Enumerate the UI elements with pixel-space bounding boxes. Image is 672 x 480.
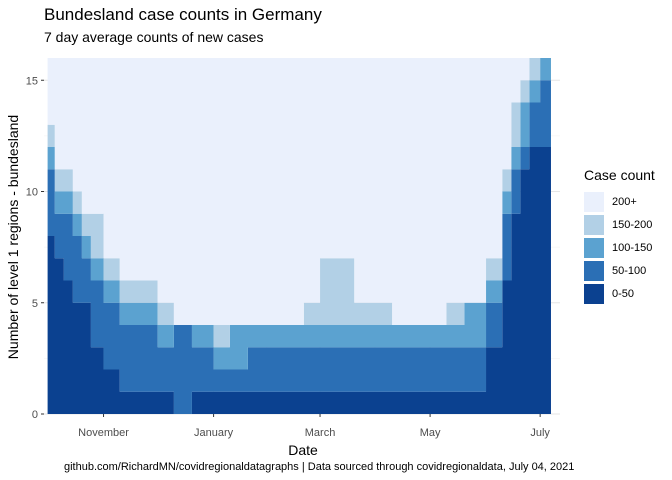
x-tick-label: July (530, 427, 550, 439)
chart-subtitle: 7 day average counts of new cases (44, 29, 264, 45)
y-tick-label: 5 (32, 298, 38, 310)
chart-title: Bundesland case counts in Germany (44, 5, 322, 24)
legend-label: 200+ (612, 195, 637, 208)
legend-swatch (584, 260, 604, 281)
legend-item: 100-150 (584, 236, 652, 259)
x-axis-label: Date (288, 442, 318, 458)
x-tick-label: November (78, 427, 129, 439)
legend-label: 50-100 (612, 264, 647, 277)
legend-label: 0-50 (612, 287, 635, 300)
legend-item: 0-50 (584, 282, 652, 305)
x-tick-label: March (305, 427, 336, 439)
legend-swatch (584, 283, 604, 304)
y-tick-label: 15 (26, 75, 38, 87)
x-tick-label: January (194, 427, 234, 439)
legend-label: 100-150 (612, 241, 653, 254)
area-series-0-50 (47, 147, 551, 414)
y-tick-label: 10 (26, 187, 38, 199)
legend-swatch (584, 237, 604, 258)
legend-item: 50-100 (584, 259, 652, 282)
axes: 0 5 10 15 November January March May July (26, 75, 551, 439)
legend-item: 150-200 (584, 213, 652, 236)
legend-swatch (584, 191, 604, 212)
legend-label: 150-200 (612, 218, 653, 231)
legend-item: 200+ (584, 190, 652, 213)
legend: 200+ 150-200 100-150 50-100 0-50 (584, 190, 652, 305)
y-axis-label: Number of level 1 regions - bundesland (5, 115, 21, 359)
y-tick-label: 0 (32, 409, 38, 421)
x-tick-label: May (420, 427, 441, 439)
chart-caption: github.com/RichardMN/covidregionaldatagr… (64, 461, 575, 473)
legend-title: Case count (584, 167, 655, 183)
legend-swatch (584, 214, 604, 235)
area-series-200- (47, 58, 551, 325)
stacked-areas (47, 58, 551, 414)
